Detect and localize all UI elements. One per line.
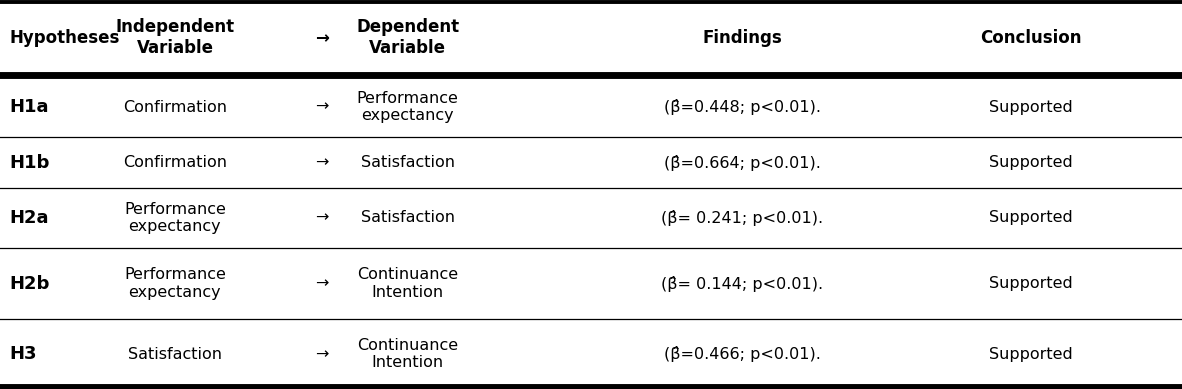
Text: Hypotheses: Hypotheses — [9, 29, 119, 47]
Text: H1b: H1b — [9, 154, 50, 172]
Text: →: → — [314, 210, 329, 225]
Text: →: → — [314, 155, 329, 170]
Text: (β̂= 0.241; p<0.01).: (β̂= 0.241; p<0.01). — [661, 210, 824, 226]
Text: Confirmation: Confirmation — [123, 155, 227, 170]
Text: (β̂= 0.144; p<0.01).: (β̂= 0.144; p<0.01). — [661, 275, 824, 291]
Text: Satisfaction: Satisfaction — [361, 155, 455, 170]
Text: →: → — [314, 29, 329, 47]
Text: Dependent
Variable: Dependent Variable — [356, 18, 460, 57]
Text: Supported: Supported — [989, 347, 1072, 362]
Text: H2b: H2b — [9, 275, 50, 293]
Text: Performance
expectancy: Performance expectancy — [124, 267, 226, 300]
Text: H1a: H1a — [9, 98, 48, 116]
Text: Supported: Supported — [989, 100, 1072, 114]
Text: →: → — [314, 347, 329, 362]
Text: H2a: H2a — [9, 209, 48, 227]
Text: (β̂=0.466; p<0.01).: (β̂=0.466; p<0.01). — [664, 346, 820, 362]
Text: Independent
Variable: Independent Variable — [116, 18, 234, 57]
Text: Conclusion: Conclusion — [980, 29, 1082, 47]
Text: (β̂=0.448; p<0.01).: (β̂=0.448; p<0.01). — [664, 99, 820, 115]
Text: Findings: Findings — [702, 29, 782, 47]
Text: Satisfaction: Satisfaction — [361, 210, 455, 225]
Text: Continuance
Intention: Continuance Intention — [357, 267, 459, 300]
Text: H3: H3 — [9, 345, 37, 363]
Text: Satisfaction: Satisfaction — [128, 347, 222, 362]
Text: Confirmation: Confirmation — [123, 100, 227, 114]
Text: →: → — [314, 100, 329, 114]
Text: (β̂=0.664; p<0.01).: (β̂=0.664; p<0.01). — [664, 154, 820, 170]
Text: Supported: Supported — [989, 210, 1072, 225]
Text: Performance
expectancy: Performance expectancy — [357, 91, 459, 123]
Text: Supported: Supported — [989, 155, 1072, 170]
Text: →: → — [314, 276, 329, 291]
Text: Supported: Supported — [989, 276, 1072, 291]
Text: Performance
expectancy: Performance expectancy — [124, 202, 226, 234]
Text: Continuance
Intention: Continuance Intention — [357, 338, 459, 370]
